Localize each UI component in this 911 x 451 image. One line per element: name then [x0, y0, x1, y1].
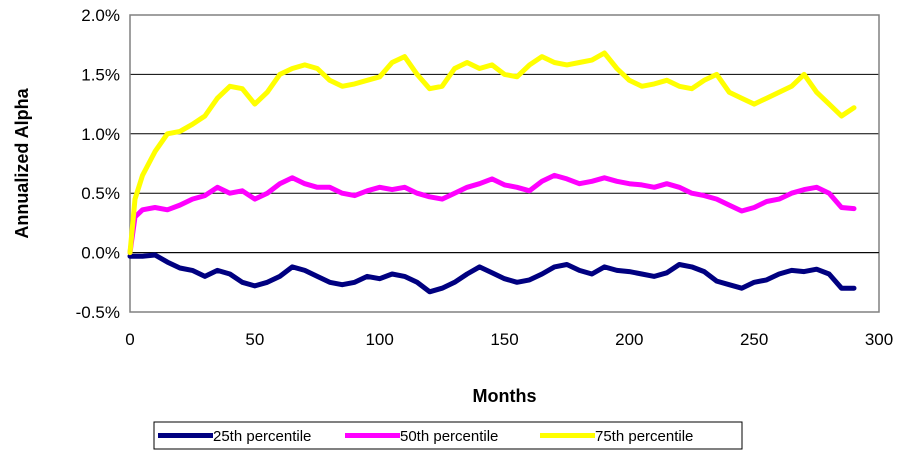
y-tick-label: 0.5%: [81, 184, 120, 203]
y-tick-label: 1.5%: [81, 65, 120, 84]
legend-label-1: 25th percentile: [213, 428, 311, 445]
x-tick-label: 250: [740, 330, 768, 349]
x-tick-label: 100: [365, 330, 393, 349]
series-line-2: [127, 172, 857, 256]
y-tick-label: 1.0%: [81, 125, 120, 144]
x-tick-label: 200: [615, 330, 643, 349]
series-line-3: [127, 50, 857, 256]
x-tick-label: 300: [865, 330, 893, 349]
x-tick-label: 0: [125, 330, 134, 349]
y-axis-title: Annualized Alpha: [12, 87, 32, 238]
series-lines: [127, 50, 857, 295]
gridlines: [130, 73, 879, 254]
y-tick-label: 0.0%: [81, 244, 120, 263]
legend-label-3: 75th percentile: [595, 428, 693, 445]
x-tick-label: 50: [245, 330, 264, 349]
legend-box: [153, 421, 743, 450]
axis-ticks: -0.5% 0.0% 0.5% 1.0% 1.5% 2.0% 0 50 100 150 200 250…: [76, 6, 894, 349]
y-tick-label: -0.5%: [76, 303, 120, 322]
legend: 25th percentile 50th percentile 75th perce…: [153, 421, 743, 450]
x-axis-title: Months: [473, 386, 537, 406]
series-line-1: [127, 252, 857, 295]
legend-label-2: 50th percentile: [400, 428, 498, 445]
plot-area-frame: [129, 14, 880, 313]
y-tick-label: 2.0%: [81, 6, 120, 25]
x-tick-label: 150: [490, 330, 518, 349]
